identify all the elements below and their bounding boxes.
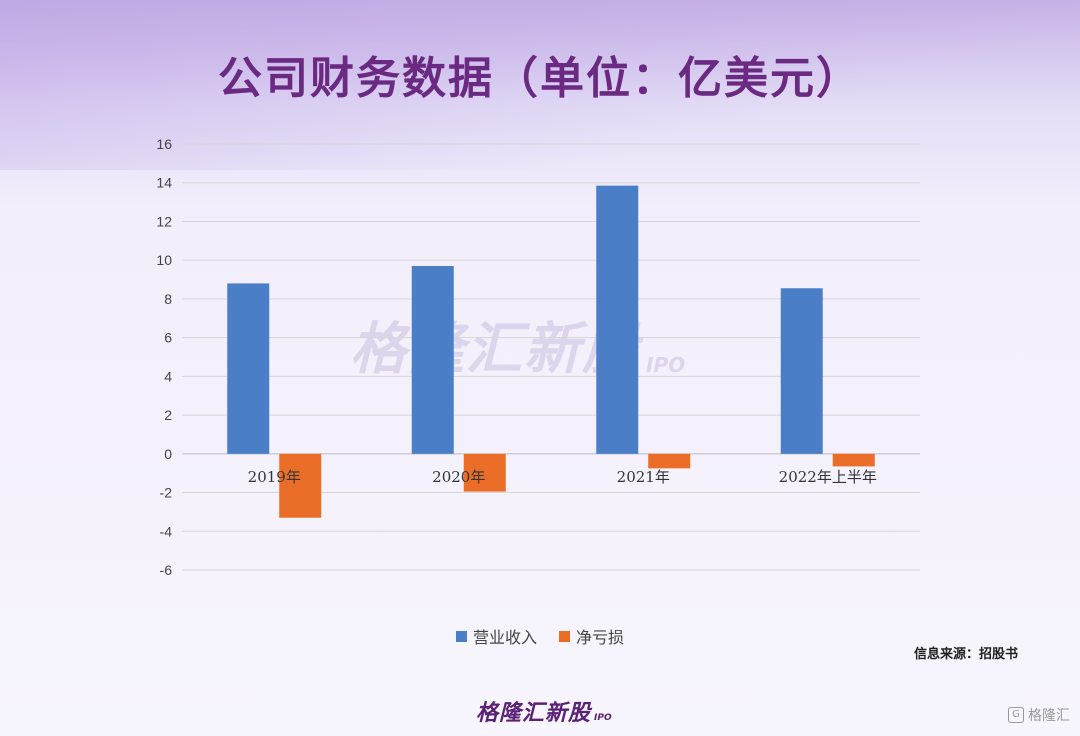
net-loss-bar	[463, 453, 506, 492]
revenue-bar	[596, 185, 639, 454]
revenue-bar	[411, 265, 454, 454]
y-tick-label: 0	[164, 446, 172, 462]
header-band	[0, 0, 1080, 170]
y-tick-label: -2	[160, 485, 173, 501]
revenue-bar	[227, 283, 270, 454]
legend-item-net-loss: 净亏损	[559, 624, 624, 648]
y-tick-label: 2	[164, 407, 172, 423]
y-tick-label: 16	[156, 136, 172, 152]
y-tick-label: 10	[156, 252, 172, 268]
legend-label-net-loss: 净亏损	[576, 628, 625, 647]
y-tick-label: -4	[160, 523, 173, 539]
x-category-label: 2019年	[248, 468, 301, 486]
logo-main-text: 格隆汇新股	[476, 701, 592, 726]
net-loss-bar	[648, 453, 691, 469]
corner-brand-text: 格隆汇	[1028, 708, 1070, 724]
legend-swatch-net-loss	[559, 630, 570, 642]
x-category-label: 2020年	[432, 468, 485, 486]
chart-legend: 营业收入 净亏损	[0, 624, 1080, 648]
legend-item-revenue: 营业收入	[455, 624, 537, 648]
corner-brand: G 格隆汇	[1008, 705, 1070, 725]
source-note: 信息来源：招股书	[913, 647, 1018, 662]
x-category-label: 2021年	[617, 468, 670, 486]
net-loss-bar	[279, 453, 322, 518]
x-category-label: 2022年上半年	[779, 468, 877, 486]
y-tick-label: 8	[164, 291, 172, 307]
logo-sub-text: IPO	[594, 713, 612, 723]
y-tick-label: 14	[156, 175, 172, 191]
y-tick-label: 6	[164, 330, 172, 346]
y-tick-label: 12	[156, 213, 172, 229]
brand-logo: 格隆汇新股 IPO	[476, 695, 612, 727]
y-tick-label: -6	[160, 562, 173, 578]
brand-g-icon: G	[1008, 707, 1024, 723]
revenue-bar	[780, 288, 823, 454]
page-title: 公司财务数据（单位：亿美元）	[218, 53, 862, 104]
legend-swatch-revenue	[455, 630, 467, 642]
net-loss-bar	[832, 453, 875, 467]
legend-label-revenue: 营业收入	[472, 628, 537, 647]
y-tick-label: 4	[164, 368, 172, 384]
